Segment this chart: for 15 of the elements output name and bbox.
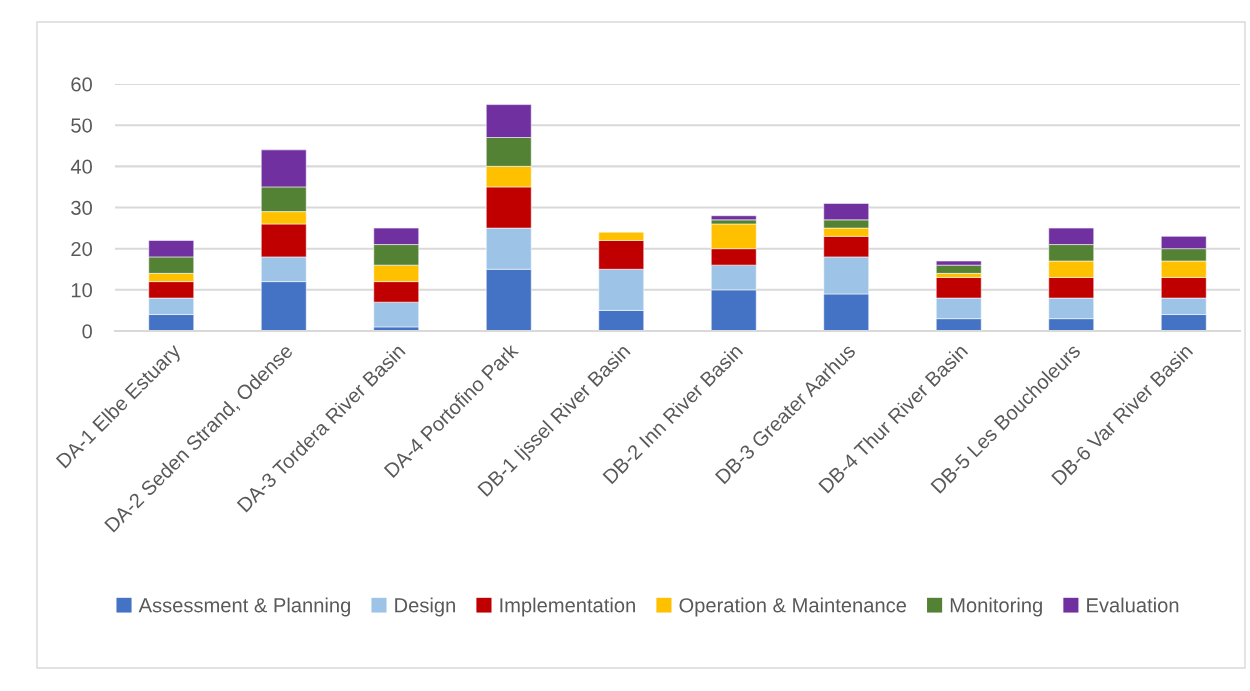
y-tick-label: 0 [82, 324, 92, 339]
y-tick-label: 50 [71, 118, 92, 133]
y-tick-label: 40 [70, 159, 92, 174]
legend-label: Operation & Maintenance [679, 597, 907, 617]
y-tick-label: 30 [71, 200, 92, 215]
legend-label: Design [395, 597, 455, 617]
y-tick-label: 20 [71, 241, 92, 257]
bar [935, 264, 982, 274]
legend-label: Assessment & Planning [138, 597, 350, 617]
legend-label: Implementation [500, 597, 635, 617]
legend-label: Evaluation [1087, 597, 1179, 613]
bar [710, 215, 757, 221]
y-tick-label: 10 [71, 283, 92, 298]
legend-label: Monitoring [950, 597, 1042, 617]
y-tick-label: 60 [71, 77, 92, 92]
